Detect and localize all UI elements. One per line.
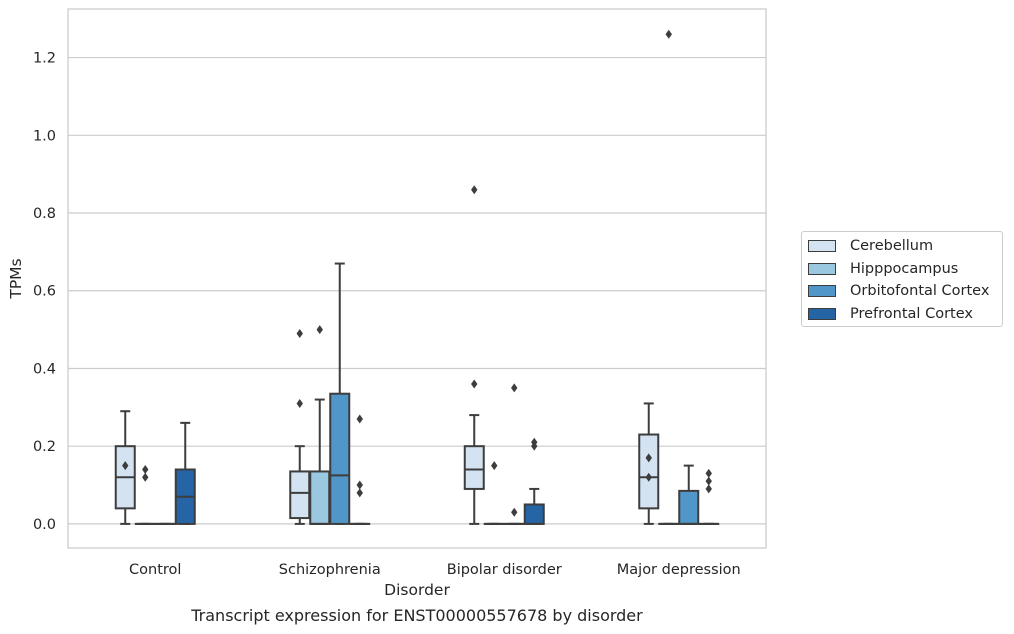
outlier-point — [531, 441, 538, 451]
outlier-point — [705, 468, 712, 478]
y-tick-label: 0.4 — [33, 361, 56, 377]
legend: Cerebellum Hipppocampus Orbitofontal Cor… — [801, 231, 1003, 327]
box-1-0 — [134, 465, 156, 525]
x-tick-label: Major depression — [617, 562, 741, 578]
box-body — [289, 470, 311, 520]
box-1-2 — [483, 461, 505, 525]
box-0-3 — [638, 402, 660, 525]
outlier-point — [705, 476, 712, 486]
outlier-point — [491, 461, 498, 471]
box-3-0 — [174, 421, 196, 525]
box-2-1 — [329, 262, 351, 525]
legend-label-hippocampus: Hipppocampus — [850, 260, 959, 277]
box-body — [638, 433, 660, 510]
legend-label-cerebellum: Cerebellum — [850, 238, 934, 255]
outlier-point — [665, 29, 672, 39]
x-axis-title: Disorder — [384, 581, 450, 599]
y-tick-label: 1.0 — [33, 128, 56, 144]
outlier-point — [471, 185, 478, 195]
box-3-1 — [349, 414, 371, 525]
outlier-point — [356, 480, 363, 490]
box-0-0 — [114, 410, 136, 525]
outlier-point — [122, 461, 129, 471]
legend-item-orbitofrontal: Orbitofontal Cortex — [802, 280, 1002, 303]
x-tick-label: Bipolar disorder — [447, 562, 562, 578]
box-body — [329, 392, 351, 525]
outlier-point — [142, 465, 149, 475]
chart-title: Transcript expression for ENST0000055767… — [191, 606, 643, 625]
outlier-point — [142, 472, 149, 482]
box-body — [523, 503, 545, 525]
outlier-point — [511, 507, 518, 517]
tick-labels: 0.0 0.2 0.4 0.6 0.8 1.0 1.2 Control Schizophreni… — [33, 51, 741, 578]
legend-item-hippocampus: Hipppocampus — [802, 258, 1002, 281]
box-3-3 — [698, 468, 720, 525]
x-tick-label: Schizophrenia — [279, 562, 381, 578]
box-body — [309, 470, 331, 525]
y-tick-label: 0.2 — [33, 439, 56, 455]
legend-label-orbitofrontal: Orbitofontal Cortex — [850, 283, 990, 300]
box-body — [463, 445, 485, 490]
outlier-point — [296, 398, 303, 408]
box-2-3 — [678, 464, 700, 525]
legend-swatch-orbitofrontal — [808, 285, 836, 298]
y-tick-label: 0.6 — [33, 284, 56, 300]
box-body — [678, 489, 700, 525]
box-1-3 — [658, 29, 680, 525]
outlier-point — [705, 484, 712, 494]
outlier-point — [316, 325, 323, 335]
outlier-point — [471, 379, 478, 389]
plot-frame — [67, 8, 767, 549]
boxes — [114, 29, 720, 525]
box-2-2 — [503, 383, 525, 525]
legend-item-cerebellum: Cerebellum — [802, 235, 1002, 258]
legend-swatch-cerebellum — [808, 240, 836, 253]
legend-label-prefrontal: Prefrontal Cortex — [850, 306, 973, 323]
box-3-2 — [523, 437, 545, 525]
outlier-point — [356, 414, 363, 424]
outlier-point — [645, 453, 652, 463]
outlier-point — [645, 472, 652, 482]
outlier-point — [296, 328, 303, 338]
y-tick-label: 1.2 — [33, 51, 56, 67]
box-1-1 — [309, 325, 331, 525]
box-0-2 — [463, 185, 485, 525]
outlier-point — [356, 488, 363, 498]
box-0-1 — [289, 328, 311, 525]
y-axis-title: TPMs — [7, 258, 25, 299]
x-tick-label: Control — [129, 562, 181, 578]
y-tick-label: 0.8 — [33, 206, 56, 222]
legend-swatch-prefrontal — [808, 308, 836, 321]
legend-swatch-hippocampus — [808, 262, 836, 275]
legend-item-prefrontal: Prefrontal Cortex — [802, 303, 1002, 326]
y-tick-label: 0.0 — [33, 517, 56, 533]
gridlines — [68, 56, 766, 525]
outlier-point — [511, 383, 518, 393]
